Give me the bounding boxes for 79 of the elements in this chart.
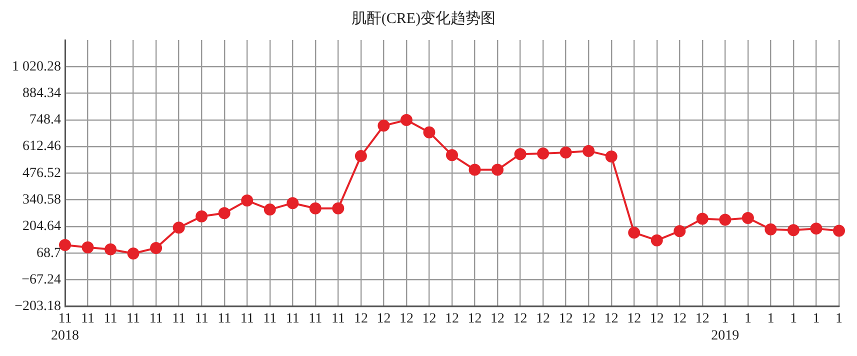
point [492, 164, 504, 176]
point [378, 120, 390, 132]
point [833, 224, 845, 237]
point [810, 222, 822, 235]
y-tick-label: 340.58 [22, 192, 61, 208]
point [628, 226, 640, 239]
point [582, 144, 595, 157]
point [650, 234, 663, 246]
x-tick-label: 11 [286, 311, 300, 326]
point [332, 202, 344, 214]
x-tick-label: 12 [422, 311, 436, 326]
x-tick-label: 12 [536, 311, 550, 326]
x-tick-label: 12 [604, 311, 618, 326]
point [674, 225, 686, 238]
point [696, 212, 708, 225]
x-tick-label: 11 [331, 311, 345, 326]
x-tick-label: 12 [695, 311, 710, 326]
point [127, 247, 140, 260]
point [354, 150, 367, 162]
point [196, 210, 208, 222]
x-tick-label: 11 [172, 311, 186, 326]
x-tick-label: 12 [627, 311, 642, 326]
x-tick-label: 11 [126, 311, 140, 326]
x-tick-label: 1 [744, 311, 752, 326]
y-tick-label: 204.64 [22, 219, 61, 234]
point [742, 212, 754, 224]
x-tick-label: 11 [149, 311, 163, 326]
x-tick-label: 1 [767, 311, 774, 326]
point [218, 207, 230, 220]
y-tick-label: 612.46 [22, 139, 61, 154]
point [286, 197, 299, 210]
point [719, 214, 732, 226]
x-tick-label: 12 [399, 311, 414, 326]
point [787, 224, 800, 236]
x-tick-label: 1 [812, 311, 820, 326]
point [264, 204, 276, 216]
x-tick-label: 12 [650, 311, 664, 326]
point [537, 148, 550, 160]
point [104, 243, 117, 256]
point [400, 114, 412, 126]
point [241, 194, 254, 207]
x-tick-label: 12 [354, 311, 368, 326]
x-tick-label: 12 [490, 311, 505, 326]
x-tick-label: 12 [376, 311, 391, 326]
x-tick-label: 12 [445, 311, 459, 326]
x-tick-label: 1 2019 [711, 311, 740, 344]
x-tick-label: 12 [582, 311, 596, 326]
y-tick-label: 68.7 [36, 246, 61, 261]
point [446, 149, 458, 162]
point [560, 146, 572, 159]
y-tick-label: 476.52 [22, 166, 61, 181]
y-tick-label: 748.4 [30, 112, 61, 128]
x-tick-label: 1 [790, 311, 797, 326]
x-tick-label: 11 [240, 311, 254, 326]
point [514, 148, 526, 160]
point [59, 239, 71, 252]
x-tick-label: 12 [672, 311, 687, 326]
point [468, 164, 481, 176]
x-tick-label: 11 [81, 311, 95, 326]
x-tick-label: 11 [308, 311, 322, 326]
point [309, 202, 322, 214]
y-tick-label: −67.24 [22, 272, 61, 288]
point [172, 222, 185, 234]
chart-title: 肌酐(CRE)变化趋势图 [351, 10, 496, 27]
x-tick-label: 11 [218, 311, 232, 326]
x-tick-label: 12 [468, 311, 482, 326]
point [150, 242, 162, 254]
x-tick-label: 12 [558, 311, 573, 326]
x-tick-label: 11 [194, 311, 208, 326]
point [605, 150, 618, 162]
x-tick-label: 11 [263, 311, 277, 326]
y-tick-label: 884.34 [22, 86, 61, 101]
x-tick-label: 1 [836, 311, 842, 326]
y-tick-label: 1 020.28 [12, 59, 61, 74]
x-tick-label: 11 [104, 311, 118, 326]
point [82, 241, 94, 254]
x-tick-label: 12 [513, 311, 528, 326]
point [423, 126, 436, 138]
point [764, 223, 777, 236]
